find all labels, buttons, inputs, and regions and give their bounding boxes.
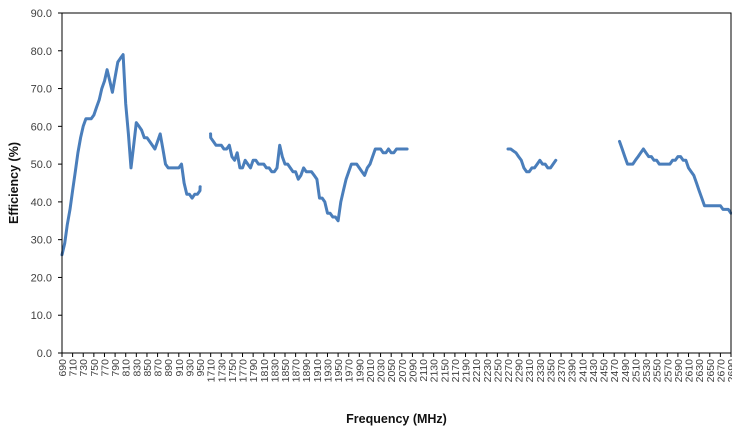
x-tick-label: 2050 [386, 359, 398, 383]
x-tick-label: 2090 [407, 359, 419, 383]
x-tick-label: 950 [195, 359, 207, 377]
x-tick-label: 2210 [471, 359, 483, 383]
x-tick-label: 1730 [216, 359, 228, 383]
y-tick-label: 60.0 [31, 121, 52, 133]
x-tick-label: 2490 [620, 359, 632, 383]
x-tick-label: 1990 [354, 359, 366, 383]
efficiency-line-segment [618, 139, 732, 215]
x-tick-label: 2610 [684, 359, 696, 383]
x-tick-label: 2010 [365, 359, 377, 383]
x-tick-label: 1910 [312, 359, 324, 383]
x-tick-label: 2430 [588, 359, 600, 383]
x-tick-label: 1790 [248, 359, 260, 383]
x-tick-label: 2230 [482, 359, 494, 383]
x-tick-label: 2070 [397, 359, 409, 383]
x-tick-label: 1770 [238, 359, 250, 383]
x-tick-label: 2530 [641, 359, 653, 383]
x-tick-label: 2370 [556, 359, 568, 383]
y-tick-label: 70.0 [31, 84, 52, 96]
x-tick-label: 1850 [280, 359, 292, 383]
x-tick-label: 1710 [206, 359, 218, 383]
x-tick-label: 2250 [492, 359, 504, 383]
y-tick-label: 20.0 [31, 272, 52, 284]
x-tick-label: 2170 [450, 359, 462, 383]
y-tick-label: 10.0 [31, 310, 52, 322]
x-tick-label: 2330 [535, 359, 547, 383]
x-tick-label: 2150 [439, 359, 451, 383]
x-tick-label: 690 [57, 359, 69, 377]
x-tick-label: 1970 [344, 359, 356, 383]
y-tick-label: 80.0 [31, 46, 52, 58]
x-tick-label: 2190 [461, 359, 473, 383]
y-tick-label: 0.0 [37, 348, 52, 360]
x-tick-label: 2590 [673, 359, 685, 383]
x-tick-label: 2410 [577, 359, 589, 383]
x-tick-label: 2570 [662, 359, 674, 383]
y-axis-title: Efficiency (%) [7, 142, 21, 224]
x-tick-label: 770 [99, 359, 111, 377]
x-tick-label: 2470 [609, 359, 621, 383]
x-tick-label: 850 [142, 359, 154, 377]
y-tick-label: 30.0 [31, 235, 52, 247]
x-tick-label: 830 [131, 359, 143, 377]
x-tick-label: 2650 [705, 359, 717, 383]
efficiency-line-segment [60, 53, 202, 257]
x-tick-label: 2450 [599, 359, 611, 383]
x-tick-label: 710 [68, 359, 80, 377]
x-axis-title: Frequency (MHz) [346, 412, 447, 426]
x-axis-ticks: 6907107307507707908108308508708909109309… [57, 353, 732, 382]
x-tick-label: 910 [174, 359, 186, 377]
x-tick-label: 1810 [259, 359, 271, 383]
x-tick-label: 2030 [376, 359, 388, 383]
x-tick-label: 1890 [301, 359, 313, 383]
x-tick-label: 790 [110, 359, 122, 377]
x-tick-label: 2550 [652, 359, 664, 383]
x-tick-label: 2690 [726, 359, 732, 383]
x-tick-label: 1930 [322, 359, 334, 383]
plot-area-frame [61, 12, 732, 354]
efficiency-series [60, 53, 732, 257]
x-tick-label: 2390 [567, 359, 579, 383]
efficiency-line-segment [506, 147, 558, 174]
x-tick-label: 730 [78, 359, 90, 377]
x-tick-label: 810 [121, 359, 133, 377]
y-tick-label: 40.0 [31, 197, 52, 209]
x-tick-label: 750 [89, 359, 101, 377]
x-tick-label: 1830 [269, 359, 281, 383]
x-tick-label: 2130 [429, 359, 441, 383]
y-tick-label: 50.0 [31, 159, 52, 171]
x-tick-label: 1950 [333, 359, 345, 383]
x-tick-label: 2310 [524, 359, 536, 383]
x-tick-label: 1870 [291, 359, 303, 383]
x-tick-label: 930 [184, 359, 196, 377]
x-tick-label: 1750 [227, 359, 239, 383]
x-tick-label: 2270 [503, 359, 515, 383]
x-tick-label: 2510 [630, 359, 642, 383]
x-tick-label: 2670 [715, 359, 727, 383]
x-tick-label: 890 [163, 359, 175, 377]
x-tick-label: 2630 [694, 359, 706, 383]
efficiency-line-segment [209, 132, 409, 223]
x-tick-label: 2290 [514, 359, 526, 383]
x-tick-label: 2110 [418, 359, 430, 382]
x-tick-label: 2350 [545, 359, 557, 383]
y-tick-label: 90.0 [31, 8, 52, 20]
y-axis-ticks: 0.0 10.0 20.0 30.0 40.0 50.0 60.0 70.0 80.0 90.0 [31, 8, 62, 360]
x-tick-label: 870 [153, 359, 165, 377]
